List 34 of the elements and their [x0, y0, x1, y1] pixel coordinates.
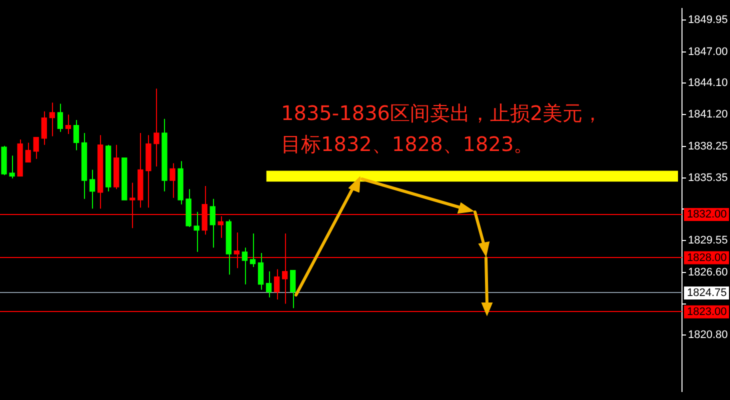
candlestick	[242, 247, 248, 285]
candlestick	[57, 103, 64, 132]
candlestick	[89, 169, 96, 210]
y-tick-label: 1826.60	[688, 266, 728, 278]
candlestick	[194, 211, 200, 252]
ref-line-label: 1832.00	[687, 208, 727, 221]
ref-line-label: 1824.75	[687, 286, 727, 299]
candlestick	[170, 162, 176, 198]
candlestick	[266, 270, 272, 298]
candlestick	[49, 102, 55, 137]
ref-line-label: 1823.00	[687, 306, 727, 318]
y-tick-label: 1838.25	[688, 140, 728, 153]
candlestick	[65, 114, 72, 135]
y-tick-label: 1844.10	[688, 77, 728, 90]
candlestick	[290, 270, 296, 309]
y-tick-label: 1849.95	[688, 14, 728, 26]
candlestick	[33, 136, 39, 160]
candlestick	[9, 155, 15, 179]
candlestick	[258, 252, 264, 290]
annotation: 目标1832、1828、1823。	[281, 132, 534, 156]
y-tick-label: 1820.80	[688, 329, 728, 342]
annotation: 1835-1836区间卖出，止损2美元，	[281, 101, 603, 125]
candlestick	[210, 198, 216, 248]
candlestick	[250, 233, 256, 268]
y-tick-label: 1847.00	[688, 46, 728, 58]
candlestick	[25, 142, 31, 163]
y-tick-label: 1835.35	[688, 172, 728, 184]
candlestick	[41, 110, 47, 146]
y-tick-label: 1841.20	[688, 108, 728, 121]
y-tick-label: 1829.55	[688, 234, 728, 247]
ref-line-label: 1828.00	[687, 252, 727, 264]
candlestick	[154, 88, 160, 167]
candlestick	[274, 268, 280, 300]
candlestick	[73, 119, 80, 151]
